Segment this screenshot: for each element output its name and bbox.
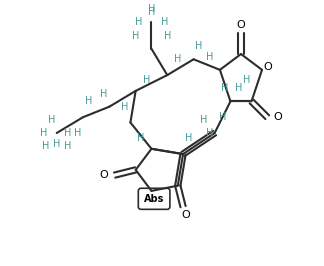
Text: H: H [100, 89, 108, 98]
Text: H: H [42, 141, 50, 151]
Text: H: H [74, 128, 81, 138]
Text: H: H [243, 75, 250, 85]
Text: H: H [235, 83, 242, 93]
Text: H: H [53, 139, 60, 148]
Text: H: H [135, 18, 142, 27]
Text: H: H [219, 112, 226, 122]
Text: H: H [164, 31, 171, 41]
Text: H: H [40, 128, 47, 138]
Text: O: O [273, 112, 282, 122]
Text: O: O [181, 210, 190, 220]
Text: H: H [201, 115, 208, 125]
Text: H: H [64, 141, 71, 151]
Text: H: H [137, 133, 145, 143]
Text: H: H [85, 96, 92, 106]
Text: O: O [100, 170, 109, 180]
Text: H: H [206, 52, 213, 62]
Text: H: H [185, 133, 192, 143]
Text: O: O [237, 20, 245, 30]
Text: H: H [143, 75, 150, 85]
Text: H: H [195, 41, 202, 51]
Text: H: H [148, 4, 155, 14]
Text: H: H [174, 54, 181, 64]
Text: H: H [122, 102, 129, 112]
FancyBboxPatch shape [138, 188, 170, 209]
Text: H: H [222, 83, 229, 93]
Text: Abs: Abs [144, 194, 164, 204]
Text: H: H [64, 128, 71, 138]
Text: H: H [161, 18, 168, 27]
Text: H: H [48, 115, 55, 125]
Text: H: H [206, 128, 213, 138]
Text: H: H [148, 7, 155, 17]
Text: O: O [263, 62, 272, 72]
Text: H: H [132, 31, 139, 41]
